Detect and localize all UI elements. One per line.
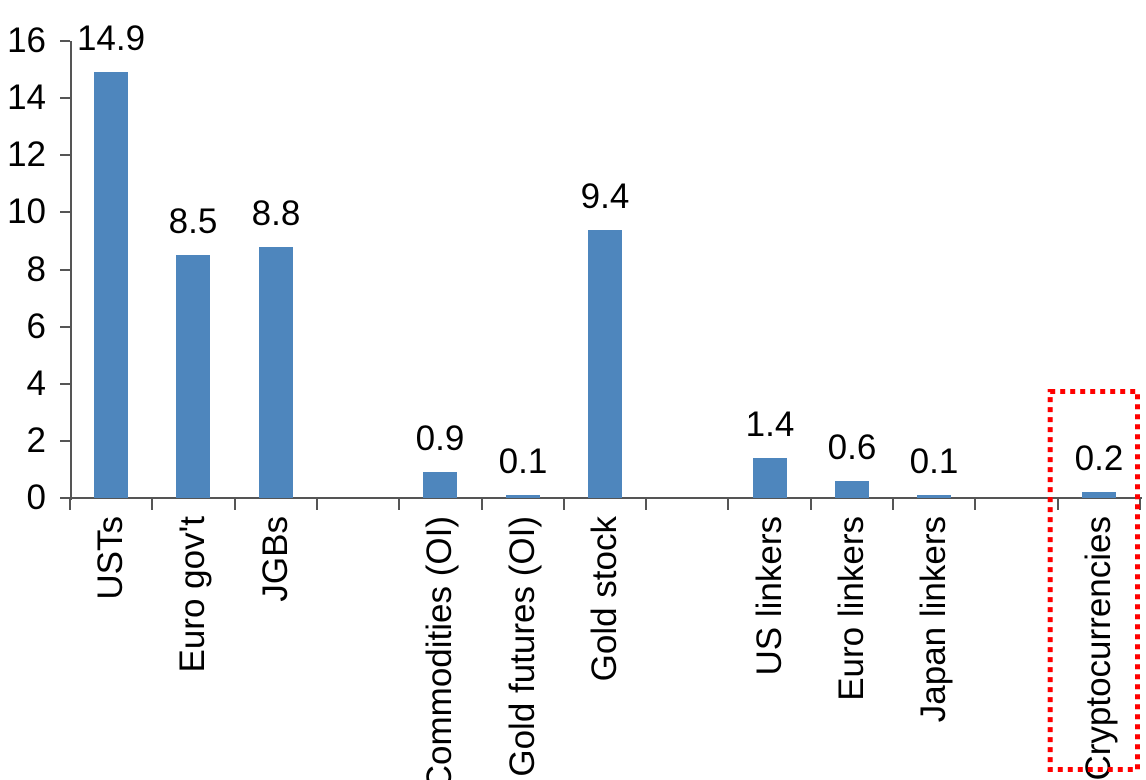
x-axis-tick (69, 497, 71, 510)
y-axis-tick-label: 0 (26, 478, 46, 517)
y-axis-tick-label: 14 (7, 78, 46, 117)
y-axis-tick (60, 383, 70, 385)
category-label: JGBs (256, 516, 295, 602)
x-axis-tick (645, 497, 647, 510)
y-axis-tick (60, 97, 70, 99)
category-label: Euro gov't (173, 516, 212, 673)
bar (917, 495, 951, 498)
bar (423, 472, 457, 498)
bar-value-label: 0.6 (827, 427, 877, 467)
x-axis-tick (563, 497, 565, 510)
bar-value-label: 1.4 (745, 405, 795, 444)
x-axis-tick (727, 497, 729, 510)
bar (259, 246, 293, 498)
x-axis-tick (234, 497, 236, 510)
category-label: Gold futures (OI) (503, 516, 542, 777)
y-axis-tick (60, 211, 70, 213)
y-axis-tick-label: 6 (26, 307, 46, 346)
y-axis-tick (60, 269, 70, 271)
y-axis-tick (60, 440, 70, 442)
y-axis-tick-label: 4 (26, 364, 46, 403)
bar-value-label: 0.2 (1074, 439, 1124, 479)
category-label: Euro linkers (832, 516, 871, 701)
bar (506, 495, 540, 498)
y-axis-tick-label: 10 (7, 192, 46, 231)
x-axis-tick (481, 497, 483, 510)
x-axis-tick (151, 497, 153, 510)
category-label: Cryptocurrencies (1079, 516, 1118, 780)
y-axis-tick-label: 2 (26, 421, 46, 460)
bar-value-label: 0.9 (415, 419, 465, 459)
y-axis-tick (60, 40, 70, 42)
bar (94, 72, 128, 498)
y-axis-tick-label: 8 (26, 250, 46, 289)
bar-value-label: 8.5 (168, 202, 218, 242)
x-axis-tick (1139, 497, 1141, 510)
bar-value-label: 8.8 (251, 193, 301, 233)
bar (1082, 492, 1116, 498)
category-label: Japan linkers (914, 516, 953, 723)
bar (753, 458, 787, 498)
category-label: USTs (91, 516, 130, 600)
category-label: US linkers (750, 516, 789, 676)
y-axis-tick (60, 326, 70, 328)
bar-value-label: 0.1 (498, 442, 548, 482)
bar-value-label: 9.4 (580, 176, 630, 216)
x-axis-tick (316, 497, 318, 510)
y-axis-tick (60, 154, 70, 156)
y-axis-tick-label: 16 (7, 21, 46, 60)
category-label: Commodities (OI) (420, 516, 459, 780)
x-axis-tick (1057, 497, 1059, 510)
y-axis-tick-label: 12 (7, 135, 46, 174)
bar (588, 229, 622, 498)
y-axis-tick (60, 497, 70, 499)
x-axis-tick (810, 497, 812, 510)
bar-value-label: 14.9 (76, 19, 146, 59)
x-axis-tick (892, 497, 894, 510)
category-label: Gold stock (585, 516, 624, 682)
bar (176, 255, 210, 498)
x-axis-tick (974, 497, 976, 510)
bar-value-label: 0.1 (909, 442, 959, 482)
bar (835, 480, 869, 498)
x-axis-tick (398, 497, 400, 510)
x-axis-line (70, 497, 1142, 499)
y-axis-line (70, 41, 72, 500)
